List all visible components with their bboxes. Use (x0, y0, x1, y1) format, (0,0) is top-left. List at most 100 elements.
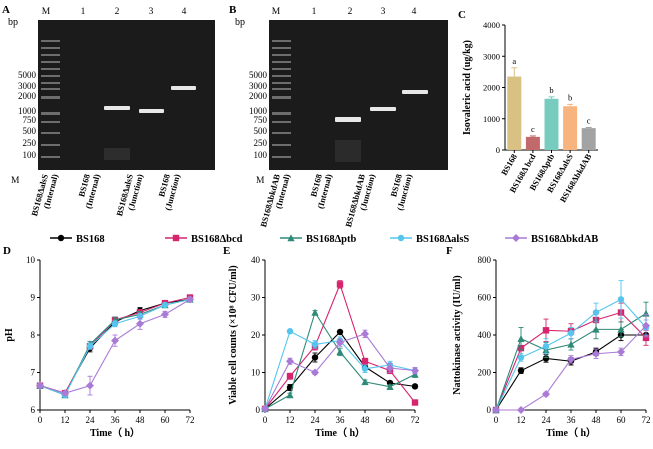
data-point (286, 373, 294, 380)
y-tick-label-c: 1000 (483, 114, 500, 124)
legend-marker-icon (172, 234, 180, 242)
legend-marker-icon (512, 234, 520, 242)
bar-c (544, 98, 559, 150)
data-point (86, 381, 94, 390)
lane-label-b-3: 3 (381, 7, 386, 17)
lane-label-a-m: M (42, 7, 51, 17)
x-tick-label: 12 (517, 415, 526, 425)
smear-b (335, 140, 361, 162)
data-point (361, 358, 369, 365)
x-tick-label: 0 (494, 415, 499, 425)
data-point (336, 281, 344, 288)
ladder-bands-a (41, 40, 60, 158)
data-point (361, 378, 369, 386)
y-tick-label: 20 (251, 330, 261, 340)
sample-bands-b (335, 90, 428, 122)
marker-b-1000: 1000 (249, 106, 268, 116)
y-tick-label: 40 (251, 255, 261, 265)
legend-label: BS168ΔalsS (416, 234, 469, 245)
legend-label: BS168ΔbkdAB (531, 234, 598, 245)
bar-c (525, 136, 540, 150)
y-tick-label: 30 (251, 293, 261, 303)
marker-b-3000: 3000 (249, 81, 268, 91)
y-tick-label: 6 (31, 405, 36, 415)
line-chart-f: 0 200 400 600 800 0 12 24 36 48 60 72 Time（ h） Nattok… (452, 255, 651, 439)
lane-label-a-1: 1 (81, 7, 86, 17)
significance-letter-c: b (568, 92, 572, 102)
marker-a-5000: 5000 (18, 70, 37, 80)
lane-label-b-2: 2 (348, 7, 353, 17)
x-tick-label: 72 (186, 415, 195, 425)
legend-marker-icon (397, 234, 405, 242)
data-point (517, 354, 525, 361)
data-point (111, 320, 119, 327)
marker-a-100: 100 (23, 150, 37, 160)
panel-a-bp-unit: bp (8, 17, 18, 28)
significance-letter-c: c (587, 116, 591, 126)
x-tick-label: 60 (161, 415, 171, 425)
data-point (642, 309, 650, 317)
y-tick-label-c: 2000 (483, 83, 500, 93)
data-point (336, 328, 344, 336)
y-axis-title-c: Isovaleric acid (ug/kg) (462, 40, 473, 135)
marker-b-100: 100 (254, 150, 268, 160)
x-tick-label: 36 (111, 415, 121, 425)
legend-marker-icon (287, 234, 295, 242)
x-tick-label: 48 (592, 415, 602, 425)
ladder-bands-b (272, 40, 291, 158)
panel-d: D 6 7 8 9 10 0 12 24 36 48 60 72 Time（ h） pH (3, 245, 195, 439)
y-tick-label: 9 (31, 293, 36, 303)
y-axis-title: Nattokinase activity (IU/ml) (452, 275, 463, 394)
y-axis-title: pH (4, 328, 15, 342)
panel-b-letter: B (229, 4, 237, 16)
y-tick-label-c: 0 (496, 145, 500, 155)
data-point (592, 309, 600, 316)
data-point (642, 334, 650, 342)
legend-marker-icon (57, 234, 65, 242)
data-point (517, 367, 525, 374)
data-point (336, 338, 344, 347)
data-point (261, 404, 269, 413)
x-tick-label: 36 (336, 415, 346, 425)
lane-label-b-4: 4 (412, 7, 417, 17)
x-tick-label: 0 (38, 415, 43, 425)
bar-c (581, 128, 596, 150)
y-tick-label: 7 (31, 368, 36, 378)
data-point (61, 389, 69, 398)
panel-e-letter: E (223, 245, 230, 257)
data-point (36, 381, 44, 390)
data-point (161, 301, 169, 309)
data-point (542, 343, 550, 350)
bottom-m-b: M (256, 176, 265, 186)
marker-a-3000: 3000 (18, 81, 37, 91)
legend: BS168 BS168Δbcd BS168Δptb BS168ΔalsS BS168Δb… (50, 234, 598, 245)
data-point (592, 325, 600, 333)
data-point (411, 366, 419, 375)
x-tick-label: 60 (617, 415, 627, 425)
x-tick-label: 12 (61, 415, 70, 425)
y-tick-label: 800 (478, 255, 492, 265)
marker-b-250: 250 (254, 138, 268, 148)
panel-f-letter: F (446, 245, 453, 257)
data-point (542, 390, 550, 399)
data-point (567, 340, 575, 348)
data-point (186, 295, 194, 304)
data-point (617, 296, 625, 303)
panel-d-letter: D (3, 245, 11, 257)
bar-c (563, 106, 578, 150)
gel-image-a (38, 20, 215, 170)
significance-letter-c: b (549, 85, 553, 95)
panel-c: C 0 1000 2000 3000 4000 Isovaleric acid (ug/k… (458, 9, 598, 204)
significance-letter-c: c (531, 124, 535, 134)
marker-a-750: 750 (23, 115, 37, 125)
legend-label: BS168Δptb (306, 234, 357, 245)
data-point (361, 329, 369, 338)
significance-letter-c: a (512, 56, 516, 66)
data-point (286, 328, 294, 335)
y-tick-label-c: 3000 (483, 51, 500, 61)
smear-a (104, 148, 130, 160)
panel-b-bp-unit: bp (235, 17, 245, 28)
data-point (542, 327, 550, 334)
y-tick-label: 0 (487, 405, 492, 415)
data-point (411, 383, 419, 390)
